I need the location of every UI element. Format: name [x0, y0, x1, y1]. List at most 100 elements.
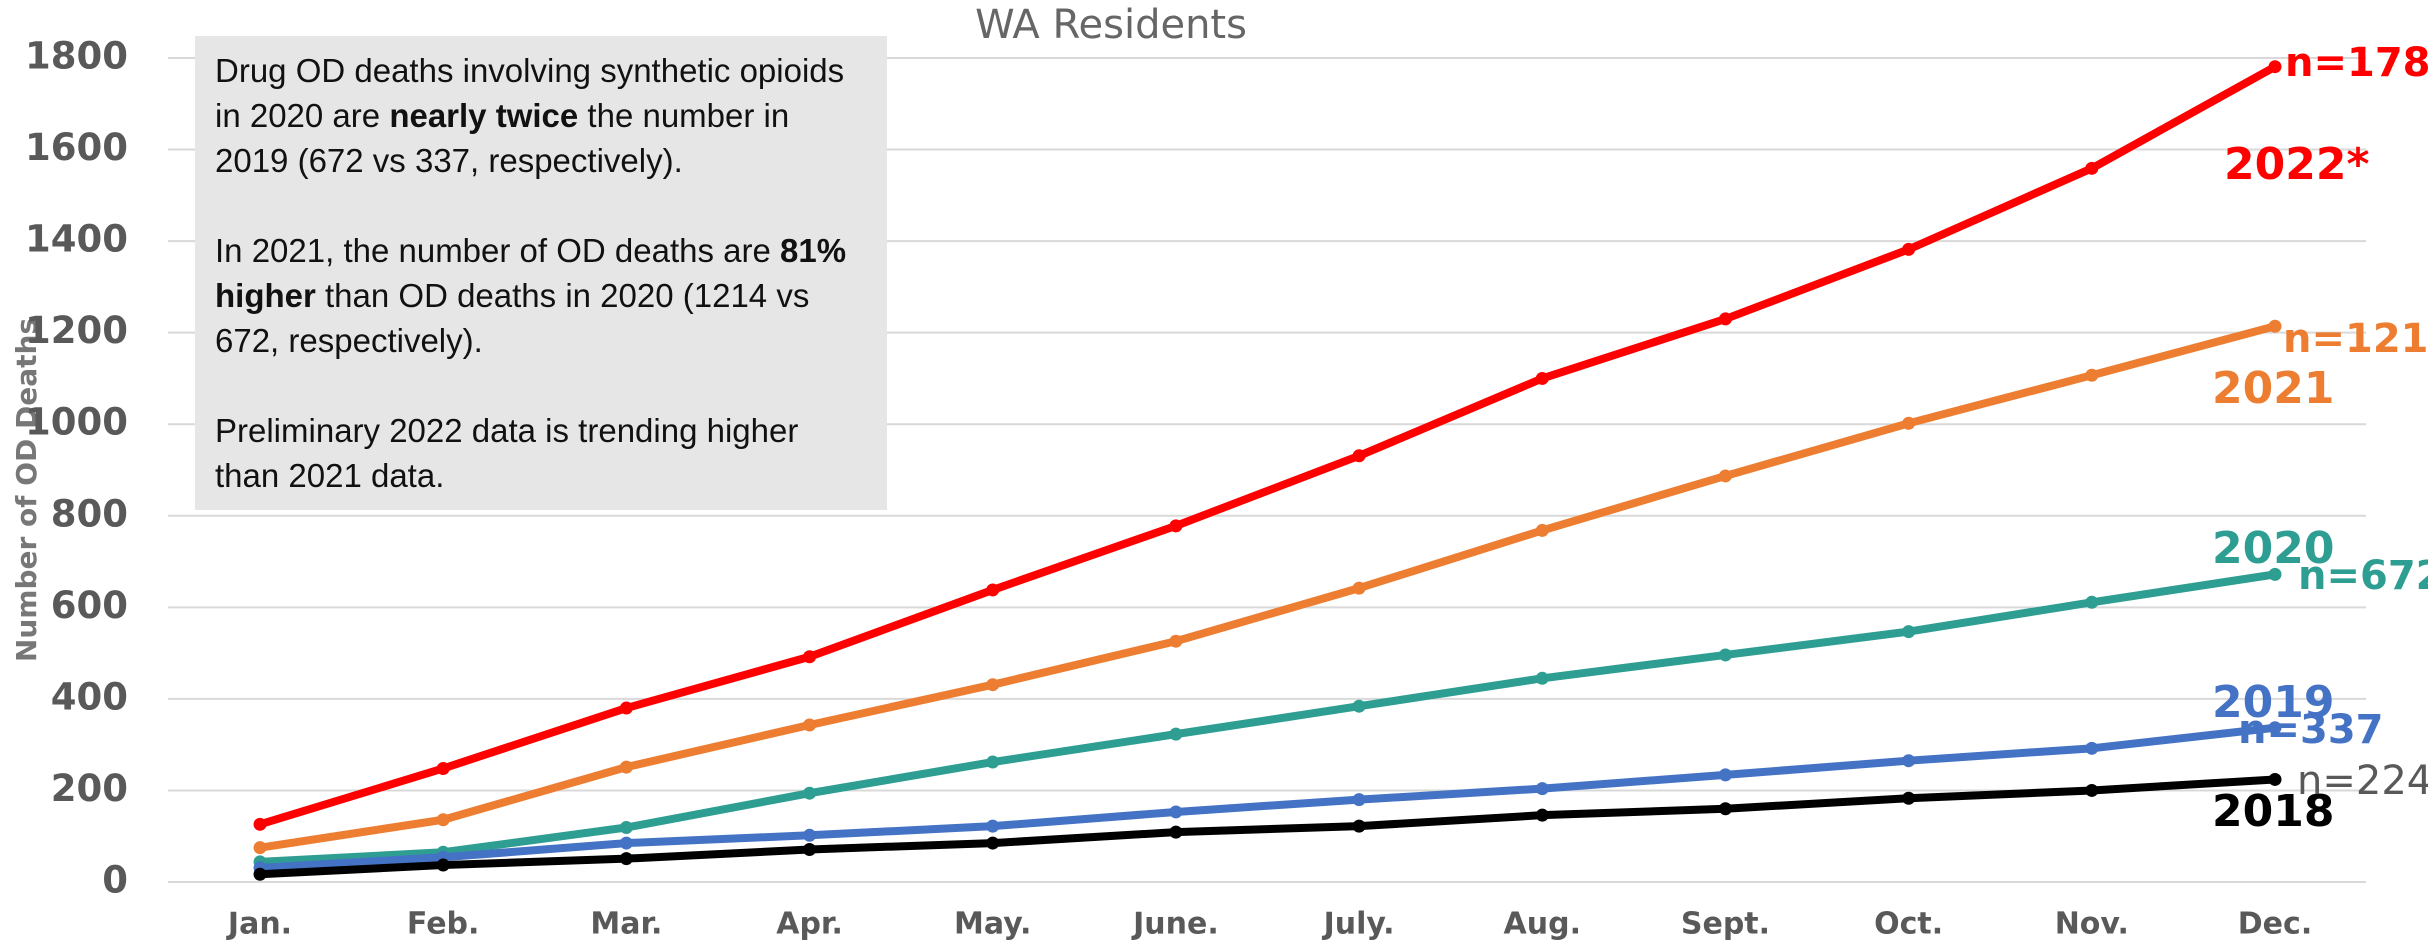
data-point — [436, 858, 450, 872]
data-point — [1169, 727, 1183, 741]
end-label: n=224 — [2297, 758, 2428, 804]
data-point — [436, 761, 450, 775]
data-point — [1352, 819, 1366, 833]
data-point — [1718, 768, 1732, 782]
series-label: 2022* — [2224, 139, 2369, 190]
y-tick-label: 400 — [51, 675, 128, 718]
data-point — [2268, 567, 2282, 581]
data-point — [1352, 581, 1366, 595]
y-tick-label: 600 — [51, 584, 128, 627]
data-point — [986, 583, 1000, 597]
data-point — [986, 836, 1000, 850]
x-tick-label: Apr. — [776, 907, 843, 940]
x-tick-label: Oct. — [1874, 907, 1943, 940]
data-point — [253, 867, 267, 881]
data-point — [1902, 791, 1916, 805]
data-point — [1535, 808, 1549, 822]
data-point — [2085, 741, 2099, 755]
y-tick-label: 1400 — [25, 218, 128, 261]
y-tick-label: 1800 — [25, 35, 128, 78]
data-point — [1718, 312, 1732, 326]
annotation-paragraph: Drug OD deaths involving synthetic opioi… — [215, 48, 867, 183]
data-point — [1169, 825, 1183, 839]
y-tick-label: 800 — [51, 492, 128, 535]
data-point — [1902, 416, 1916, 430]
y-axis-label: Number of OD Deaths — [10, 318, 43, 662]
x-tick-label: Feb. — [407, 907, 480, 940]
x-tick-label: Nov. — [2055, 907, 2129, 940]
data-point — [1902, 242, 1916, 256]
data-point — [803, 842, 817, 856]
series-line — [259, 723, 2276, 872]
data-point — [2085, 161, 2099, 175]
data-point — [619, 836, 633, 850]
data-point — [253, 817, 267, 831]
data-point — [1535, 782, 1549, 796]
y-tick-label: 200 — [51, 767, 128, 810]
annotation-text: the number in 2019 (672 vs 337, respecti… — [215, 97, 790, 179]
data-point — [619, 852, 633, 866]
data-point — [986, 755, 1000, 769]
x-tick-label: May. — [954, 907, 1031, 940]
series-line — [259, 775, 2276, 879]
data-point — [986, 819, 1000, 833]
y-tick-label: 0 — [102, 859, 128, 902]
data-point — [1535, 523, 1549, 537]
data-point — [2268, 319, 2282, 333]
data-point — [1352, 699, 1366, 713]
annotation-text: nearly twice — [389, 97, 579, 134]
y-tick-label: 1600 — [25, 126, 128, 169]
data-point — [619, 760, 633, 774]
data-point — [2268, 721, 2282, 735]
annotation-text: than OD deaths in 2020 (1214 vs 672, res… — [215, 277, 810, 359]
data-point — [1535, 671, 1549, 685]
x-tick-label: Dec. — [2238, 907, 2312, 940]
end-label: n=1781 — [2285, 40, 2428, 86]
x-tick-label: June. — [1131, 907, 1219, 940]
end-label: n=1214 — [2283, 316, 2428, 362]
series-label: 2019 — [2212, 677, 2334, 728]
annotation-text: Preliminary 2022 data is trending higher… — [215, 412, 799, 494]
annotation-text: 81% higher — [215, 232, 847, 314]
data-point — [253, 841, 267, 855]
annotation-text: In 2021, the number of OD deaths are — [215, 232, 781, 269]
x-tick-label: July. — [1322, 907, 1395, 940]
data-point — [803, 786, 817, 800]
x-tick-label: Mar. — [590, 907, 662, 940]
series-label: 2021 — [2212, 363, 2334, 414]
data-point — [1718, 469, 1732, 483]
data-point — [619, 821, 633, 835]
data-point — [2085, 368, 2099, 382]
series-label: 2020 — [2212, 523, 2334, 574]
x-tick-label: Jan. — [226, 907, 292, 940]
data-point — [2085, 783, 2099, 797]
x-tick-label: Aug. — [1504, 907, 1581, 940]
data-point — [1535, 371, 1549, 385]
data-point — [1169, 634, 1183, 648]
data-point — [1169, 519, 1183, 533]
annotation-paragraph: In 2021, the number of OD deaths are 81%… — [215, 228, 867, 363]
chart-title: WA Residents — [975, 2, 1247, 48]
series-label: 2018 — [2212, 786, 2334, 837]
annotation-box: Drug OD deaths involving synthetic opioi… — [195, 36, 887, 510]
data-point — [803, 650, 817, 664]
annotation-text: Drug OD deaths involving synthetic opioi… — [215, 52, 845, 134]
data-point — [619, 701, 633, 715]
data-point — [1902, 754, 1916, 768]
data-point — [986, 678, 1000, 692]
end-label: n=337 — [2238, 707, 2384, 753]
data-point — [2268, 772, 2282, 786]
data-point — [1352, 449, 1366, 463]
annotation-paragraph: Preliminary 2022 data is trending higher… — [215, 408, 867, 498]
data-point — [1718, 802, 1732, 816]
y-tick-label: 1200 — [25, 309, 128, 352]
data-point — [803, 718, 817, 732]
x-tick-label: Sept. — [1681, 907, 1770, 940]
y-tick-label: 1000 — [25, 401, 128, 444]
data-point — [436, 813, 450, 827]
data-point — [1169, 805, 1183, 819]
data-point — [1902, 625, 1916, 639]
series-line — [259, 322, 2277, 852]
